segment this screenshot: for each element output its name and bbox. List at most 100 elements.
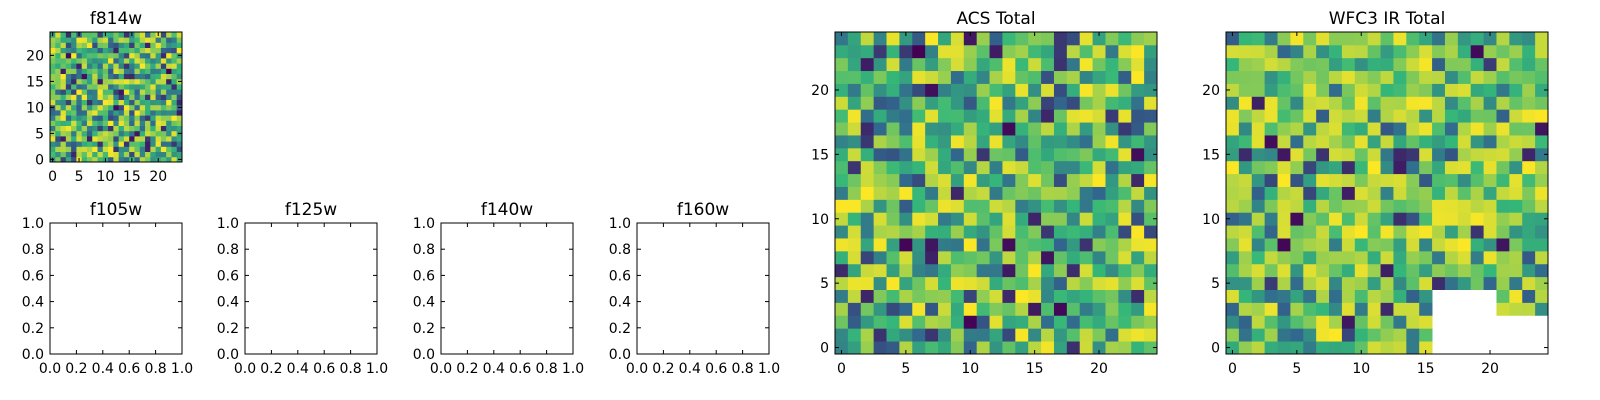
heatmap-cell [60, 156, 67, 163]
heatmap-cell [1483, 109, 1497, 123]
heatmap-cell [171, 47, 178, 54]
heatmap-cell [1509, 225, 1523, 239]
heatmap-cell [123, 52, 130, 59]
heatmap-cell [113, 120, 120, 126]
heatmap-cell [60, 68, 67, 74]
heatmap-cell [938, 315, 952, 329]
heatmap-cell [976, 173, 990, 187]
heatmap-cell [950, 96, 965, 110]
heatmap-cell [1354, 263, 1369, 278]
heatmap-cell [71, 151, 77, 158]
heatmap-cell [176, 58, 183, 64]
heatmap-cell [65, 37, 72, 43]
heatmap-cell [1432, 199, 1446, 213]
heatmap-cell [835, 212, 849, 226]
heatmap-cell [139, 47, 146, 54]
heatmap-cell [1015, 212, 1029, 226]
heatmap-cell [171, 63, 178, 69]
heatmap-cell [1483, 238, 1497, 252]
heatmap-cell [886, 212, 900, 226]
heatmap-cell [860, 32, 875, 46]
heatmap-cell [123, 68, 130, 74]
heatmap-cell [145, 151, 151, 158]
heatmap-cell [50, 47, 56, 54]
heatmap-cell [1053, 122, 1068, 136]
heatmap-cell [1277, 109, 1291, 123]
x-tick-label: 0.4 [92, 361, 114, 377]
heatmap-cell [1316, 160, 1330, 175]
heatmap-cell [847, 70, 862, 84]
heatmap-cell [1341, 341, 1356, 355]
heatmap-cell [1470, 238, 1484, 252]
heatmap-cell [134, 141, 141, 147]
heatmap-cell [1041, 276, 1055, 290]
heatmap-cell [1496, 160, 1510, 175]
heatmap-cell [963, 199, 978, 213]
heatmap-cell [108, 146, 114, 152]
heatmap-cell [847, 289, 862, 303]
heatmap-cell [1406, 32, 1420, 46]
heatmap-cell [899, 160, 913, 175]
heatmap-cell [102, 136, 109, 142]
heatmap-cell [886, 225, 900, 239]
heatmap-cell [1002, 32, 1016, 46]
heatmap-cell [835, 83, 849, 97]
heatmap-cell [102, 52, 109, 59]
heatmap-cell [1367, 147, 1381, 162]
heatmap-cell [1238, 225, 1253, 239]
heatmap-cell [1066, 341, 1081, 355]
heatmap-cell [92, 52, 98, 59]
heatmap-cell [912, 173, 926, 187]
heatmap-cell [60, 104, 67, 111]
heatmap-cell [145, 104, 151, 111]
heatmap-cell [1341, 173, 1356, 187]
heatmap-cell [886, 147, 900, 162]
heatmap-cell [123, 73, 130, 80]
heatmap-cell [176, 84, 183, 90]
heatmap-cell [938, 122, 952, 136]
heatmap-cell [1496, 135, 1510, 149]
heatmap-cell [1092, 328, 1106, 342]
heatmap-cell [1015, 238, 1029, 252]
heatmap-cell [60, 130, 67, 137]
heatmap-cell [160, 37, 167, 43]
heatmap-cell [1367, 341, 1381, 355]
heatmap-cell [118, 136, 125, 142]
heatmap-cell [129, 94, 135, 100]
heatmap-cell [1226, 289, 1240, 303]
heatmap-cell [1105, 109, 1119, 123]
heatmap-cell [155, 42, 162, 48]
heatmap-cell [65, 89, 72, 95]
heatmap-cell [1277, 199, 1291, 213]
heatmap-cell [873, 32, 887, 46]
heatmap-cell [1470, 263, 1484, 278]
heatmap-cell [55, 63, 61, 69]
heatmap-cell [1522, 225, 1536, 239]
heatmap-cell [129, 73, 135, 80]
heatmap-cell [150, 125, 156, 132]
heatmap-cell [166, 115, 172, 121]
heatmap-cell [1041, 289, 1055, 303]
heatmap-cell [1496, 109, 1510, 123]
heatmap-cell [55, 99, 61, 106]
heatmap-cell [76, 110, 83, 116]
heatmap-cell [1509, 250, 1523, 265]
heatmap-cell [1238, 83, 1253, 97]
heatmap-cell [113, 99, 120, 106]
heatmap-cell [129, 120, 135, 126]
heatmap-cell [963, 147, 978, 162]
heatmap-cell [1041, 238, 1055, 252]
heatmap-cell [113, 84, 120, 90]
heatmap-cell [1290, 44, 1304, 59]
heatmap-cell [912, 238, 926, 252]
heatmap-cell [102, 42, 109, 48]
heatmap-cell [92, 120, 98, 126]
heatmap-cell [139, 78, 146, 85]
heatmap-cell [1457, 135, 1472, 149]
y-tick-label: 0.0 [22, 347, 44, 363]
heatmap-cell [71, 110, 77, 116]
heatmap-cell [1341, 96, 1356, 110]
heatmap-cell [134, 136, 141, 142]
heatmap-cell [1079, 70, 1093, 84]
heatmap-cell [118, 89, 125, 95]
